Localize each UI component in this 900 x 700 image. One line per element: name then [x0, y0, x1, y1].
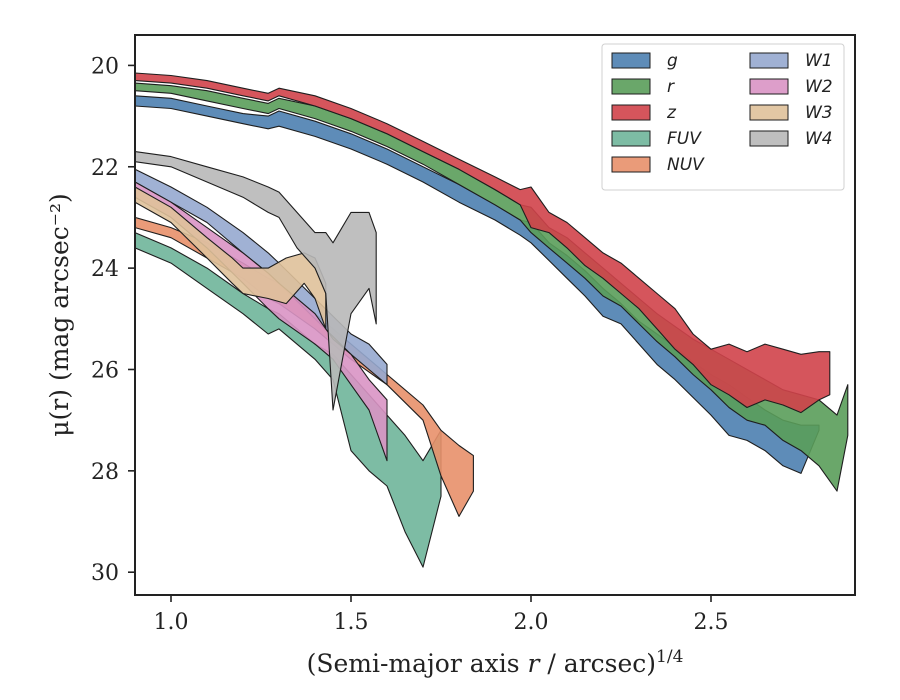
y-tick-label: 30: [91, 561, 119, 586]
y-axis-ticks: 20 22 24 26 28 30: [91, 54, 135, 586]
legend: grz FUV NUV W1 W2 W3 W4: [601, 43, 845, 191]
legend-swatch-z: [611, 104, 651, 121]
series-band-w3: [135, 186, 327, 330]
legend-swatch-nuv: [611, 156, 651, 173]
legend-label-fuv: FUV: [667, 129, 702, 149]
legend-swatch-w1: [749, 52, 789, 69]
legend-label-z: z: [666, 103, 677, 123]
legend-swatch-w3: [749, 104, 789, 121]
x-tick-label: 1.0: [154, 610, 189, 635]
legend-label-g: g: [667, 51, 678, 71]
plot-frame: [134, 34, 856, 596]
series-band-z: [135, 72, 831, 414]
y-tick-label: 22: [91, 156, 119, 181]
legend-swatch-fuv: [611, 130, 651, 147]
legend-swatch-g: [611, 52, 651, 69]
legend-swatch-r: [611, 78, 651, 95]
y-tick-label: 26: [91, 358, 119, 383]
legend-label-r: r: [667, 77, 675, 97]
legend-label-nuv: NUV: [667, 155, 705, 175]
x-tick-label: 2.5: [694, 610, 729, 635]
x-tick-label: 2.0: [514, 610, 549, 635]
series-band-w1: [135, 168, 388, 386]
series-bands: [135, 72, 849, 568]
y-tick-label: 20: [91, 54, 119, 79]
y-tick-label: 28: [91, 460, 119, 485]
y-axis-label: μ(r) (mag arcsec⁻²): [45, 193, 74, 436]
legend-swatch-w2: [749, 78, 789, 95]
legend-label-w3: W3: [805, 103, 833, 123]
legend-swatch-w4: [749, 130, 789, 147]
legend-label-w1: W1: [805, 51, 833, 71]
x-axis-ticks: 1.0 1.5 2.0 2.5: [154, 595, 729, 635]
x-tick-label: 1.5: [334, 610, 369, 635]
legend-label-w4: W4: [805, 129, 833, 149]
x-axis-label: (Semi-major axis r / arcsec)1/4: [307, 647, 684, 678]
series-band-w4: [135, 151, 377, 411]
y-tick-label: 24: [91, 257, 119, 282]
legend-label-w2: W2: [805, 77, 833, 97]
